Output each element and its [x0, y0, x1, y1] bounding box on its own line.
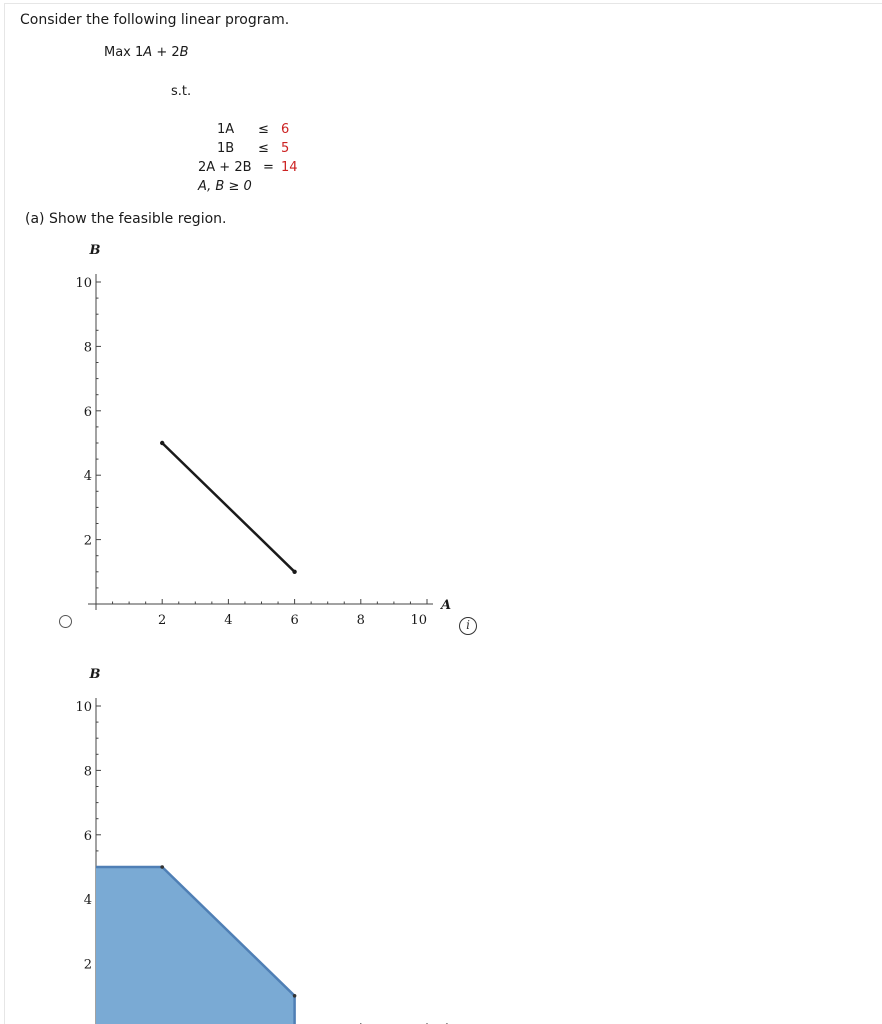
objective-coef-a: 1 — [135, 45, 144, 60]
constraint-1-lhs: 1A — [217, 122, 235, 137]
region-vertex-2-1 — [292, 994, 297, 998]
y-tick-label-2-10: 10 — [75, 700, 92, 715]
constraint-3-op: = — [263, 160, 274, 175]
x-axis-label-2: A — [439, 1022, 451, 1024]
y-tick-label-1-10: 10 — [75, 276, 92, 291]
objective-var-b: B — [179, 45, 189, 60]
region-edge-2-2 — [161, 866, 296, 997]
line-endpoint-1-1 — [292, 569, 297, 574]
constraint-line-1 — [161, 442, 296, 573]
constraint-1-rhs: 6 — [281, 122, 290, 137]
problem-intro: Consider the following linear program. — [20, 12, 290, 28]
region-vertex-2-0 — [160, 865, 164, 869]
objective-plus: + — [152, 45, 172, 60]
part-a-prompt: (a) Show the feasible region. — [25, 211, 227, 227]
x-tick-label-1-2: 2 — [158, 613, 166, 628]
y-tick-label-2-2: 2 — [84, 958, 92, 973]
feasible-region-2 — [96, 867, 295, 1024]
constraint-1-op: ≤ — [258, 122, 269, 137]
objective-coef-b: 2 — [171, 45, 180, 60]
y-tick-label-1-4: 4 — [84, 469, 92, 484]
constraint-2-op: ≤ — [258, 141, 269, 156]
radio-button-option-1[interactable] — [59, 615, 72, 628]
y-tick-label-2-4: 4 — [84, 893, 92, 908]
y-axis-label-2: B — [89, 667, 101, 682]
y-axis-label-1: B — [89, 243, 101, 258]
constraint-3-lhs: 2A + 2B — [198, 160, 252, 175]
frame-left-border — [4, 3, 5, 1024]
y-tick-label-1-8: 8 — [84, 340, 92, 355]
objective-function: Max 1A + 2B — [104, 44, 189, 62]
y-tick-label-1-2: 2 — [84, 534, 92, 549]
line-endpoint-1-0 — [160, 440, 165, 446]
x-tick-label-1-4: 4 — [224, 613, 232, 628]
y-tick-label-2-6: 6 — [84, 829, 92, 844]
subject-to-label: s.t. — [171, 84, 192, 99]
objective-prefix: Max — [104, 45, 136, 60]
graph-option-1[interactable]: 2 4 6 8 10 2 4 6 8 10 A B — [0, 236, 882, 636]
frame-top-border — [4, 3, 882, 4]
x-axis-label-1: A — [439, 598, 451, 613]
x-tick-label-1-10: 10 — [410, 613, 427, 628]
objective-var-a: A — [143, 45, 153, 60]
x-tick-label-1-8: 8 — [357, 613, 365, 628]
constraint-2-lhs: 1B — [217, 141, 235, 156]
y-tick-label-2-8: 8 — [84, 764, 92, 779]
graph-1-axes: 2 4 6 8 10 2 4 6 8 10 A B — [75, 243, 451, 628]
constraint-3-rhs: 14 — [281, 160, 298, 175]
y-tick-label-1-6: 6 — [84, 405, 92, 420]
nonnegativity-constraint: A, B ≥ 0 — [198, 179, 252, 194]
info-icon[interactable]: i — [459, 617, 477, 635]
x-tick-label-1-6: 6 — [290, 613, 298, 628]
constraint-2-rhs: 5 — [281, 141, 290, 156]
